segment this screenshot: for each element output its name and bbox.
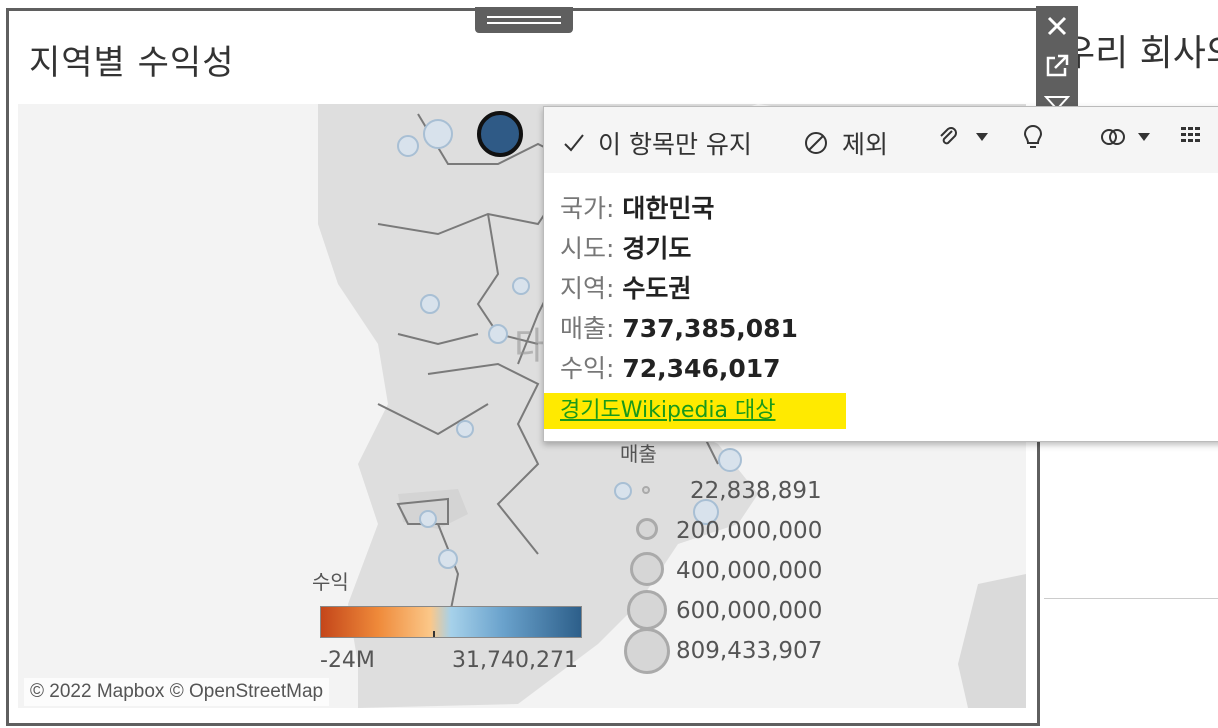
- chevron-down-icon: [1138, 133, 1150, 141]
- tooltip-value: 737,385,081: [622, 314, 798, 343]
- tooltip-value: 대한민국: [622, 194, 715, 223]
- tooltip-value: 경기도: [622, 234, 692, 263]
- table-view-icon: [1181, 127, 1200, 142]
- keep-only-button[interactable]: 이 항목만 유지: [562, 125, 752, 161]
- drag-handle[interactable]: [475, 7, 573, 33]
- size-legend-label: 600,000,000: [676, 598, 823, 624]
- wikipedia-link[interactable]: 경기도Wikipedia 대상: [544, 393, 846, 429]
- tooltip-row-sales: 매출: 737,385,081: [560, 309, 798, 345]
- map-attribution: © 2022 Mapbox © OpenStreetMap: [24, 678, 330, 706]
- exclude-button[interactable]: 제외: [804, 125, 888, 161]
- keep-only-label: 이 항목만 유지: [598, 130, 752, 159]
- divider: [1044, 598, 1218, 599]
- region-mark: [420, 294, 440, 314]
- size-legend-circle: [636, 518, 658, 540]
- jeju-island: [398, 489, 468, 529]
- view-data-button[interactable]: [1180, 125, 1206, 147]
- tooltip-key: 수익:: [560, 354, 623, 383]
- size-legend-label: 809,433,907: [676, 638, 823, 664]
- tooltip-key: 국가:: [560, 194, 623, 223]
- worksheet-title: 지역별 수익성: [29, 43, 235, 83]
- region-mark: [512, 277, 530, 295]
- tooltip-row-province: 시도: 경기도: [560, 229, 691, 265]
- size-legend-circle: [627, 590, 667, 630]
- worksheet-toolbar: [1036, 6, 1078, 114]
- region-mark: [456, 420, 474, 438]
- lightbulb-icon: [1023, 125, 1043, 148]
- region-mark: [488, 324, 508, 344]
- map-canvas: [318, 104, 1026, 708]
- size-legend-label: 200,000,000: [676, 518, 823, 544]
- size-legend-circle: [642, 486, 650, 494]
- region-mark: [419, 510, 437, 528]
- chevron-down-icon: [976, 133, 988, 141]
- color-legend-bar: [320, 606, 582, 638]
- region-mark: [718, 448, 742, 472]
- tooltip-key: 시도:: [560, 234, 623, 263]
- close-icon: [1047, 16, 1067, 36]
- size-legend-title: 매출: [620, 442, 657, 466]
- group-button[interactable]: [1100, 125, 1152, 149]
- color-legend-max: 31,740,271: [452, 648, 578, 673]
- exclude-icon: [805, 132, 827, 154]
- size-legend-label: 400,000,000: [676, 558, 823, 584]
- tooltip-value: 수도권: [622, 274, 692, 303]
- tooltip-key: 지역:: [560, 274, 623, 303]
- region-mark: [438, 549, 458, 569]
- region-mark: [423, 119, 453, 149]
- east-island: [958, 574, 1026, 708]
- size-legend-circle: [630, 552, 664, 586]
- tooltip-key: 매출:: [560, 314, 623, 343]
- tooltip-row-profit: 수익: 72,346,017: [560, 349, 781, 385]
- color-legend-min: -24M: [320, 648, 375, 673]
- paperclip-icon: [940, 127, 957, 145]
- group-icon: [1101, 129, 1125, 145]
- dashboard-title: 우리 회사의: [1062, 33, 1218, 74]
- tooltip-row-country: 국가: 대한민국: [560, 189, 714, 225]
- tooltip-value: 72,346,017: [622, 354, 781, 383]
- color-legend-title: 수익: [312, 570, 349, 594]
- tooltip-toolbar: 이 항목만 유지 제외: [544, 107, 1218, 173]
- check-icon: [564, 134, 584, 152]
- region-marks: [397, 119, 742, 569]
- mark-tooltip: 이 항목만 유지 제외 국가: 대한민국: [543, 106, 1218, 442]
- exclude-label: 제외: [842, 130, 889, 159]
- region-mark: [693, 499, 719, 525]
- size-legend-circle: [624, 628, 670, 674]
- region-mark: [614, 482, 632, 500]
- annotate-button[interactable]: [936, 125, 990, 149]
- popout-icon: [1046, 54, 1069, 77]
- size-legend-label: 22,838,891: [690, 478, 822, 504]
- region-mark: [397, 135, 419, 157]
- explain-data-button[interactable]: [1022, 125, 1044, 151]
- selected-region-mark: [477, 111, 523, 157]
- tooltip-row-region: 지역: 수도권: [560, 269, 691, 305]
- popout-button[interactable]: [1036, 48, 1078, 84]
- close-button[interactable]: [1036, 8, 1078, 44]
